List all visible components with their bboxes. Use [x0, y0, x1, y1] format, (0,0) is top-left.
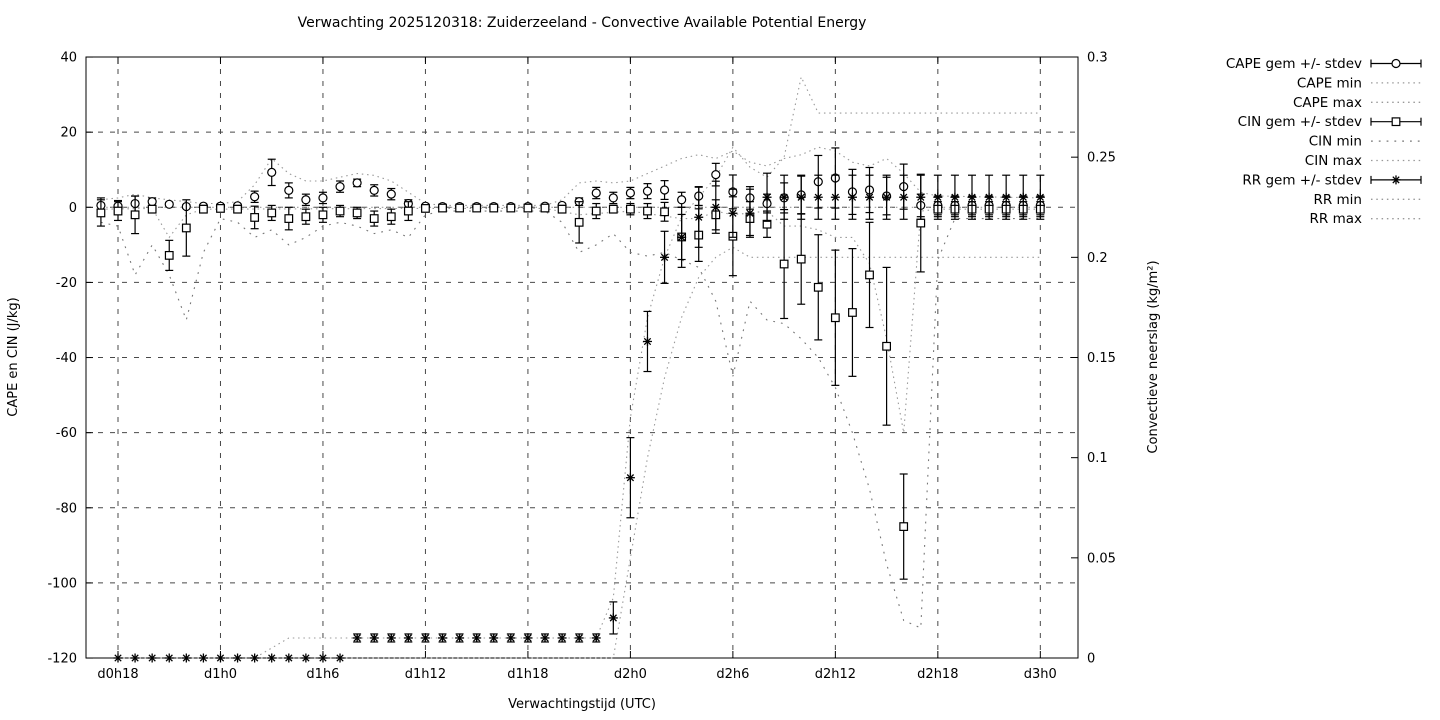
legend-label: RR gem +/- stdev [1242, 172, 1362, 188]
y-left-tick-label: 20 [60, 126, 77, 141]
y-left-tick-label: 0 [69, 201, 77, 216]
y-right-tick-label: 0.15 [1087, 351, 1116, 366]
legend-entry-cape_min: CAPE min [1297, 75, 1421, 91]
x-axis-label: Verwachtingstijd (UTC) [508, 697, 656, 712]
right-axis-label: Convectieve neerslag (kg/m²) [1146, 260, 1161, 453]
legend-label: CAPE min [1297, 75, 1362, 91]
legend-label: CIN min [1309, 134, 1362, 150]
y-left-tick-label: 40 [60, 51, 77, 66]
legend-label: CAPE gem +/- stdev [1226, 56, 1362, 72]
legend-label: CIN gem +/- stdev [1238, 114, 1362, 130]
y-right-tick-label: 0 [1087, 652, 1095, 667]
x-tick-label: d2h12 [815, 667, 856, 682]
y-left-tick-label: -80 [56, 501, 77, 516]
series-rr_min [118, 246, 1041, 659]
legend-entry-rr_min: RR min [1313, 192, 1421, 208]
legend-entry-cin_min: CIN min [1309, 134, 1421, 150]
legend-entry-rr_mean: RR gem +/- stdev [1242, 172, 1422, 188]
legend-entry-cin_max: CIN max [1305, 153, 1421, 169]
x-tick-label: d2h0 [614, 667, 647, 682]
y-left-tick-label: -40 [56, 351, 77, 366]
series-cin_max [100, 207, 1041, 433]
plot-graphics: d0h18 d1h0 d1h6 d1h12 d1h18 d2h0 d2h6 d2h12 d2h1… [47, 51, 1422, 682]
legend-label: CIN max [1305, 153, 1362, 169]
legend-label: RR max [1310, 211, 1362, 227]
legend-entry-cape_max: CAPE max [1293, 95, 1421, 111]
series-cin_min [100, 210, 1041, 629]
x-tick-label: d3h0 [1024, 667, 1057, 682]
x-tick-label: d1h0 [204, 667, 237, 682]
x-tick-label: d1h12 [405, 667, 446, 682]
legend-entry-cin_mean: CIN gem +/- stdev [1238, 114, 1422, 130]
y-left-tick-label: -60 [56, 426, 77, 441]
x-tick-label: d0h18 [97, 667, 138, 682]
y-left-tick-label: -20 [56, 276, 77, 291]
y-right-tick-label: 0.3 [1087, 51, 1108, 66]
series-cin_mean [96, 173, 1045, 580]
left-axis-label: CAPE en CIN (J/kg) [6, 297, 21, 416]
x-tick-label: d2h6 [716, 667, 749, 682]
x-tick-label: d2h18 [917, 667, 958, 682]
y-left-tick-label: -120 [47, 652, 77, 667]
legend-label: CAPE max [1293, 95, 1362, 111]
y-right-tick-label: 0.25 [1087, 151, 1116, 166]
legend: CAPE gem +/- stdev CAPE min CAPE max CIN ge… [1226, 56, 1422, 227]
chart-title: Verwachting 2025120318: Zuiderzeeland - … [298, 15, 867, 31]
legend-entry-cape_mean: CAPE gem +/- stdev [1226, 56, 1422, 72]
axis-tick-labels: d0h18 d1h0 d1h6 d1h12 d1h18 d2h0 d2h6 d2h12 d2h1… [47, 51, 1115, 682]
x-tick-label: d1h18 [507, 667, 548, 682]
y-right-tick-label: 0.05 [1087, 551, 1116, 566]
x-tick-label: d1h6 [306, 667, 339, 682]
legend-label: RR min [1313, 192, 1362, 208]
series-rr_mean [113, 172, 1045, 663]
y-left-tick-label: -100 [47, 576, 77, 591]
legend-entry-rr_max: RR max [1310, 211, 1421, 227]
grid [86, 57, 1078, 658]
series-rr_max [118, 75, 1041, 659]
y-right-tick-label: 0.2 [1087, 251, 1108, 266]
y-right-tick-label: 0.1 [1087, 451, 1108, 466]
